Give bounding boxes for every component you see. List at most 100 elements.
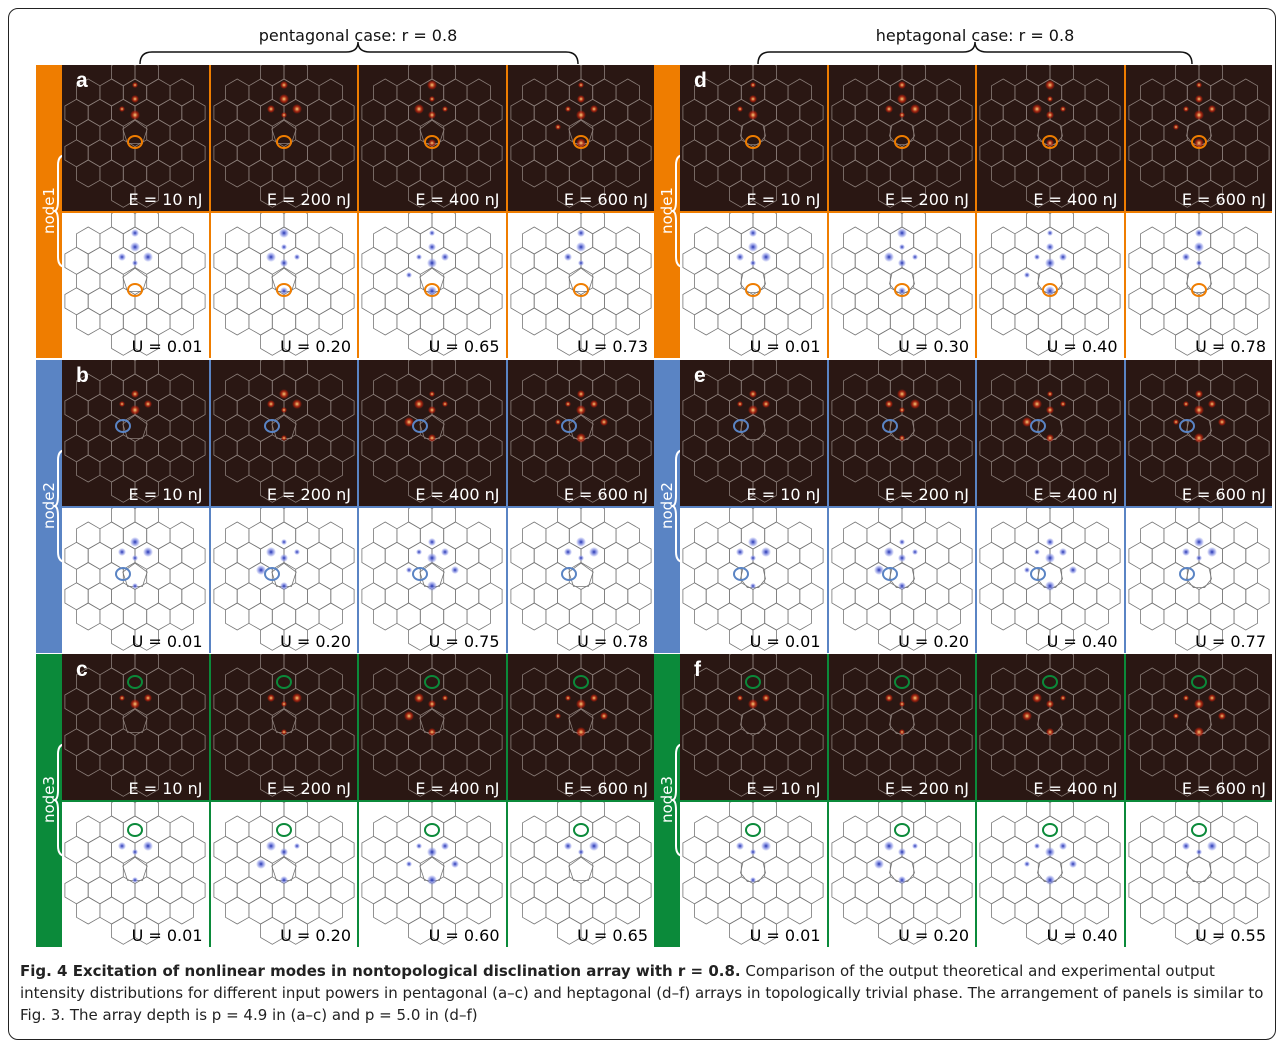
lattice-cell xyxy=(123,857,147,880)
lattice-cell xyxy=(855,582,878,609)
lattice-cell xyxy=(307,729,330,756)
lattice-cell xyxy=(937,668,960,695)
lattice-cell xyxy=(1073,836,1096,863)
energy-label: E = 400 nJ xyxy=(415,485,499,504)
intensity-spot xyxy=(416,254,422,260)
lattice-cell xyxy=(1222,582,1245,609)
lattice-cell xyxy=(77,603,100,630)
lattice-cell xyxy=(753,65,776,86)
lattice-cell xyxy=(569,603,592,630)
simulation-image: E = 400 nJ xyxy=(977,360,1124,506)
lattice-cell xyxy=(1027,654,1050,675)
lattice-cell xyxy=(1199,508,1222,529)
lattice-cell xyxy=(170,79,193,106)
lattice-cell xyxy=(362,247,385,274)
lattice-cell xyxy=(170,455,193,482)
lattice-cell xyxy=(718,562,741,589)
lattice-cell xyxy=(100,562,123,589)
lattice-cell xyxy=(170,856,193,883)
lattice-cell xyxy=(843,374,866,401)
lattice-cell xyxy=(182,247,205,274)
energy-label: E = 600 nJ xyxy=(1182,779,1266,798)
lattice-cell xyxy=(237,99,260,126)
lattice-cell xyxy=(307,836,330,863)
lattice-cell xyxy=(604,394,627,421)
lattice-cell xyxy=(730,802,753,823)
intensity-spot xyxy=(564,548,572,556)
lattice-cell xyxy=(1152,542,1175,569)
lattice-cell xyxy=(534,435,557,462)
lattice-cell xyxy=(937,455,960,482)
lattice-cell xyxy=(385,140,408,167)
lattice-cell xyxy=(1062,120,1085,147)
lattice-cell xyxy=(1140,668,1163,695)
intensity-spot xyxy=(736,253,744,261)
lattice-cell xyxy=(374,415,397,442)
simulation-image: E = 600 nJ xyxy=(508,360,655,506)
lattice-cell xyxy=(1140,749,1163,776)
lattice-cell xyxy=(855,729,878,756)
lattice-cell xyxy=(741,160,764,187)
lattice-cell xyxy=(545,816,568,843)
lattice-cell xyxy=(1234,455,1257,482)
lattice-cell xyxy=(135,65,158,86)
intensity-spot xyxy=(428,139,436,147)
experiment-image: U = 0.75 xyxy=(359,508,506,654)
experiment-image: U = 0.01 xyxy=(680,802,827,948)
intensity-spot xyxy=(1182,842,1190,850)
lattice-cell xyxy=(569,897,592,924)
lattice-cell xyxy=(788,709,811,736)
lattice-cell xyxy=(866,603,889,630)
intensity-spot xyxy=(143,252,153,262)
lattice-cell xyxy=(1210,120,1233,147)
lattice-cell xyxy=(467,374,490,401)
lattice-cell xyxy=(135,582,158,609)
lattice-cell xyxy=(158,582,181,609)
lattice-cell xyxy=(925,542,948,569)
panel-letter: b xyxy=(76,364,89,388)
lattice-cell xyxy=(1210,816,1233,843)
lattice-cell xyxy=(1073,435,1096,462)
lattice-cell xyxy=(627,99,650,126)
lattice-cell xyxy=(1085,668,1108,695)
lattice-cell xyxy=(1152,140,1175,167)
lattice-cell xyxy=(284,140,307,167)
lattice-cell xyxy=(295,603,318,630)
lattice-cell xyxy=(800,688,823,715)
lattice-cell xyxy=(307,140,330,167)
lattice-cell xyxy=(1128,435,1151,462)
lattice-cell xyxy=(1073,542,1096,569)
lattice-cell xyxy=(158,836,181,863)
lattice-cell xyxy=(467,160,490,187)
lattice-cell xyxy=(992,227,1015,254)
lattice-cell xyxy=(112,876,135,903)
lattice-cell xyxy=(100,455,123,482)
lattice-cell xyxy=(444,603,467,630)
lattice-cell xyxy=(522,709,545,736)
lattice-cell xyxy=(170,415,193,442)
lattice-cell xyxy=(937,897,960,924)
lattice-cell xyxy=(1163,603,1186,630)
intensity-spot xyxy=(1194,699,1204,709)
intensity-spot xyxy=(1046,243,1054,251)
intensity-spot xyxy=(281,407,287,413)
lattice-cell xyxy=(1128,287,1151,314)
intensity-spot xyxy=(898,287,906,295)
intensity-spot xyxy=(428,728,436,736)
intensity-spot xyxy=(578,260,584,266)
lattice-cell xyxy=(1140,79,1163,106)
lattice-cell xyxy=(765,267,788,294)
lattice-cell xyxy=(788,455,811,482)
lattice-cell xyxy=(592,856,615,883)
lattice-cell xyxy=(432,213,455,234)
intensity-spot xyxy=(577,95,585,103)
lattice-cell xyxy=(362,394,385,421)
lattice-cell xyxy=(385,876,408,903)
lattice-cell xyxy=(522,455,545,482)
lattice-cell xyxy=(753,582,776,609)
lattice-cell xyxy=(683,836,706,863)
lattice-cell xyxy=(374,160,397,187)
lattice-cell xyxy=(374,374,397,401)
lattice-cell xyxy=(307,688,330,715)
lattice-cell xyxy=(1222,876,1245,903)
